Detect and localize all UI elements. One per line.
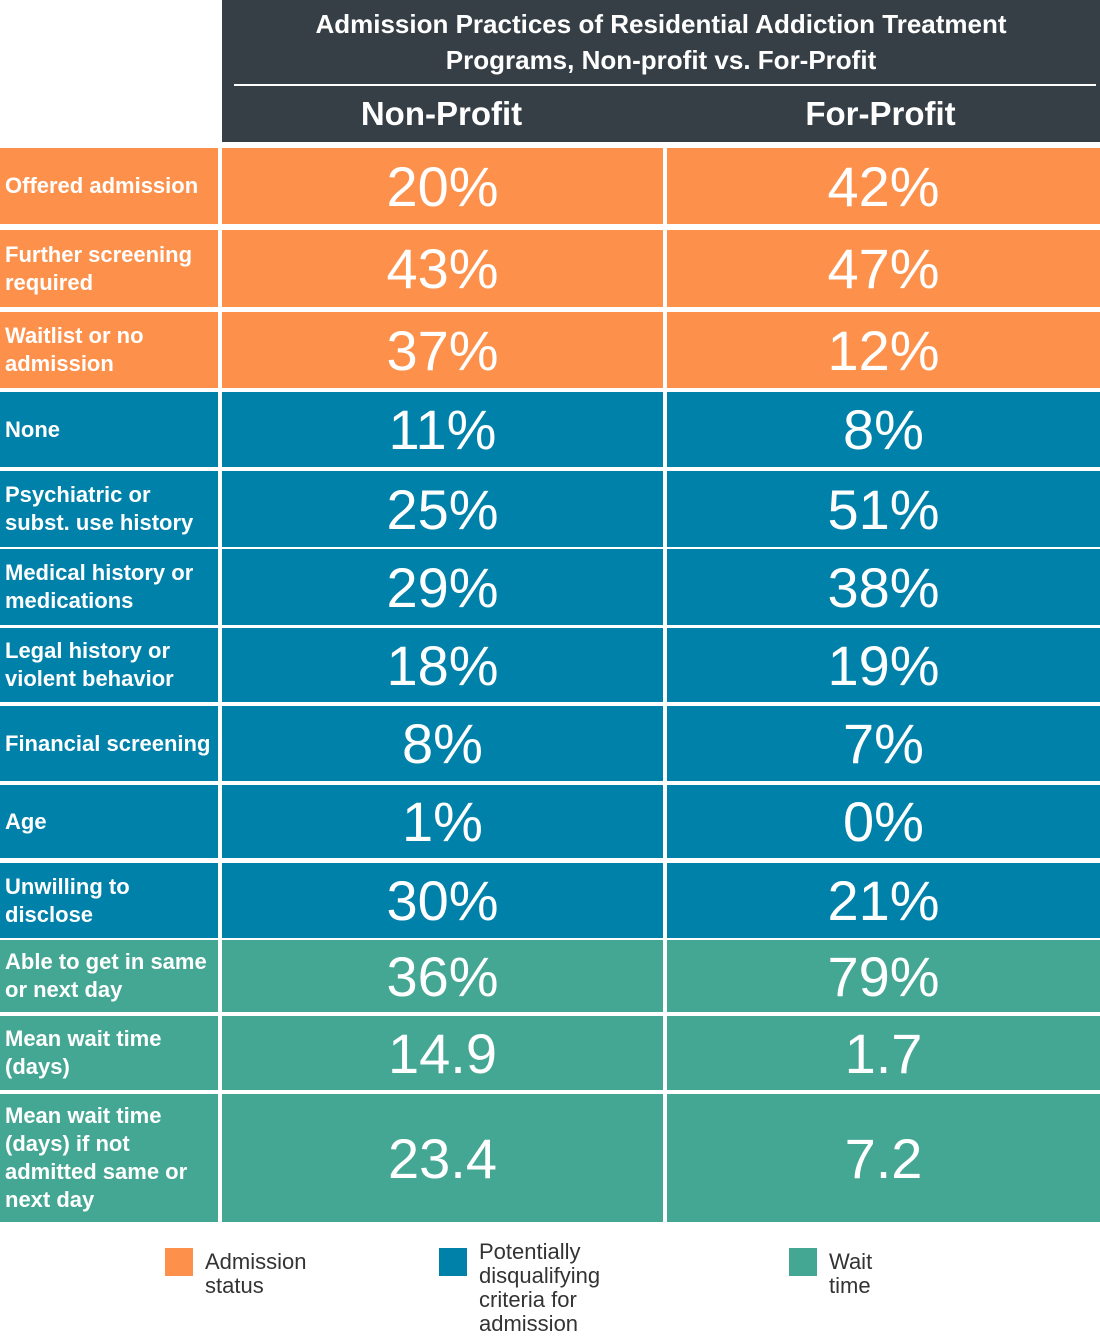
table-row: Mean wait time (days) 14.9 1.7 <box>0 1016 1100 1090</box>
table-row: Psychiatric or subst. use history 25% 51% <box>0 471 1100 547</box>
value-nonprofit: 1% <box>222 785 663 858</box>
legend-swatch <box>165 1248 193 1276</box>
value-forprofit: 7.2 <box>667 1094 1100 1222</box>
table-row: Age 1% 0% <box>0 785 1100 858</box>
table-row: Unwilling to disclose 30% 21% <box>0 863 1100 938</box>
row-label: Further screening required <box>0 230 218 307</box>
row-label: Waitlist or no admission <box>0 312 218 388</box>
row-label: Financial screening <box>0 706 218 781</box>
value-nonprofit: 36% <box>222 940 663 1012</box>
value-forprofit: 42% <box>667 148 1100 224</box>
legend-swatch <box>439 1248 467 1276</box>
row-label: Medical history or medications <box>0 549 218 625</box>
value-nonprofit: 29% <box>222 549 663 625</box>
value-forprofit: 7% <box>667 706 1100 781</box>
table-row: Offered admission 20% 42% <box>0 148 1100 224</box>
column-header-nonprofit: Non-Profit <box>360 95 523 132</box>
column-header-forprofit: For-Profit <box>805 95 956 132</box>
table-row: None 11% 8% <box>0 392 1100 467</box>
table-header: Admission Practices of Residential Addic… <box>222 0 1100 142</box>
value-forprofit: 19% <box>667 628 1100 702</box>
value-nonprofit: 20% <box>222 148 663 224</box>
table-row: Financial screening 8% 7% <box>0 706 1100 781</box>
value-nonprofit: 37% <box>222 312 663 388</box>
value-nonprofit: 23.4 <box>222 1094 663 1222</box>
value-forprofit: 0% <box>667 785 1100 858</box>
table-row: Medical history or medications 29% 38% <box>0 549 1100 625</box>
row-label: Mean wait time (days) if not admitted sa… <box>0 1094 218 1222</box>
legend-label: Admission status <box>205 1249 307 1298</box>
value-forprofit: 1.7 <box>667 1016 1100 1090</box>
value-forprofit: 47% <box>667 230 1100 307</box>
value-forprofit: 21% <box>667 863 1100 938</box>
value-forprofit: 38% <box>667 549 1100 625</box>
value-nonprofit: 43% <box>222 230 663 307</box>
chart-title: Admission Practices of Residential Addic… <box>315 9 1007 75</box>
row-label: Offered admission <box>0 148 218 224</box>
row-label: Able to get in same or next day <box>0 940 218 1012</box>
table-row: Waitlist or no admission 37% 12% <box>0 312 1100 388</box>
value-nonprofit: 25% <box>222 471 663 547</box>
table-row: Mean wait time (days) if not admitted sa… <box>0 1094 1100 1222</box>
value-forprofit: 51% <box>667 471 1100 547</box>
legend-swatch <box>789 1248 817 1276</box>
value-forprofit: 12% <box>667 312 1100 388</box>
value-nonprofit: 11% <box>222 392 663 467</box>
row-label: Mean wait time (days) <box>0 1016 218 1090</box>
value-nonprofit: 8% <box>222 706 663 781</box>
legend-label: Wait time <box>829 1249 873 1298</box>
value-forprofit: 79% <box>667 940 1100 1012</box>
title-divider <box>234 84 1096 86</box>
legend-label: Potentially disqualifying criteria for a… <box>479 1239 601 1336</box>
table-row: Able to get in same or next day 36% 79% <box>0 940 1100 1012</box>
value-forprofit: 8% <box>667 392 1100 467</box>
row-label: Psychiatric or subst. use history <box>0 471 218 547</box>
row-label: Age <box>0 785 218 858</box>
row-label: Unwilling to disclose <box>0 863 218 938</box>
value-nonprofit: 14.9 <box>222 1016 663 1090</box>
row-label: Legal history or violent behavior <box>0 628 218 702</box>
table-row: Further screening required 43% 47% <box>0 230 1100 307</box>
value-nonprofit: 30% <box>222 863 663 938</box>
row-label: None <box>0 392 218 467</box>
value-nonprofit: 18% <box>222 628 663 702</box>
table-row: Legal history or violent behavior 18% 19% <box>0 628 1100 702</box>
